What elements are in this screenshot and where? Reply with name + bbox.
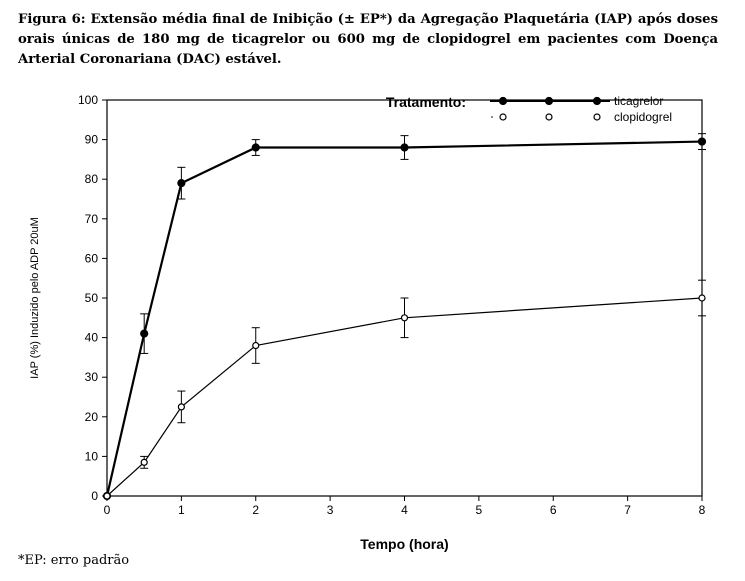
x-axis-title: Tempo (hora)	[360, 536, 448, 552]
y-tick-label: 20	[85, 410, 99, 424]
x-tick-label: 6	[550, 503, 557, 517]
data-point-ticagrelor	[697, 137, 707, 146]
y-tick-label: 60	[85, 251, 99, 265]
y-ticks: 0 10 20 30 40 50 60 70 80 90 100	[78, 93, 107, 503]
x-tick-label: 5	[476, 503, 483, 517]
y-tick-label: 70	[85, 212, 99, 226]
data-point-ticagrelor	[400, 143, 409, 152]
y-axis-title: IAP (%) Induzido pelo ADP 20uM	[29, 217, 41, 379]
data-point-ticagrelor	[251, 143, 260, 152]
footnote: *EP: erro padrão	[18, 553, 130, 568]
series-line-ticagrelor	[105, 140, 703, 497]
x-ticks: 0 1 2 3 4 5 6 7 8	[104, 496, 706, 517]
legend: Tratamento: ticagrelor clopidogrel	[386, 94, 672, 124]
series-line-clopidogrel	[106, 297, 703, 497]
data-point-clopidogrel	[103, 492, 111, 500]
legend-label-clopidogrel: clopidogrel	[614, 110, 672, 124]
y-tick-label: 90	[85, 133, 99, 147]
data-point-clopidogrel	[698, 294, 706, 302]
legend-dot	[491, 116, 493, 118]
x-tick-label: 7	[624, 503, 631, 517]
figure-caption: Figura 6: Extensão média final de Inibiç…	[18, 12, 718, 67]
series-layer	[102, 133, 707, 501]
legend-title: Tratamento:	[386, 94, 466, 110]
legend-marker-ticagrelor	[498, 96, 508, 106]
y-tick-label: 80	[85, 172, 99, 186]
data-point-ticagrelor	[140, 329, 149, 338]
legend-marker-clopidogrel	[499, 113, 507, 121]
legend-marker-ticagrelor	[592, 96, 602, 106]
data-point-clopidogrel	[252, 341, 260, 350]
data-point-clopidogrel	[140, 458, 148, 466]
x-tick-label: 4	[401, 503, 408, 517]
data-point-ticagrelor	[177, 179, 186, 188]
x-tick-label: 0	[104, 503, 111, 517]
x-tick-label: 2	[252, 503, 259, 517]
legend-marker-ticagrelor	[544, 96, 554, 106]
y-tick-label: 0	[91, 489, 98, 503]
legend-marker-clopidogrel	[593, 113, 601, 121]
y-tick-label: 30	[85, 370, 99, 384]
y-tick-label: 40	[85, 331, 99, 345]
y-tick-label: 10	[85, 449, 99, 463]
x-tick-label: 8	[699, 503, 706, 517]
data-point-clopidogrel	[177, 403, 185, 411]
x-tick-label: 3	[327, 503, 334, 517]
legend-label-ticagrelor: ticagrelor	[614, 94, 663, 108]
y-tick-label: 100	[78, 93, 98, 107]
x-tick-label: 1	[178, 503, 185, 517]
legend-marker-clopidogrel	[545, 113, 553, 121]
data-point-clopidogrel	[400, 314, 409, 322]
y-tick-label: 50	[85, 291, 99, 305]
series-clopidogrel	[103, 279, 706, 500]
